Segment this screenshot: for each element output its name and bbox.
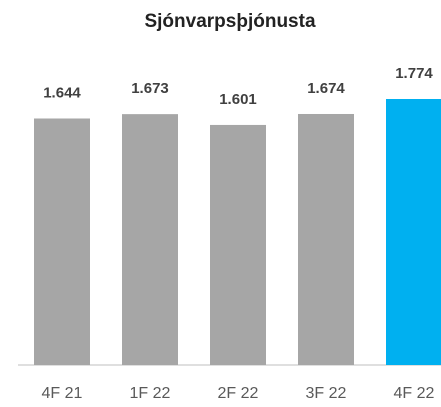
bar xyxy=(210,124,266,365)
bar xyxy=(34,118,90,365)
x-tick-label: 2F 22 xyxy=(218,385,259,402)
bar xyxy=(298,113,354,366)
chart-title: Sjónvarpsþjónusta xyxy=(144,11,315,32)
x-tick-label: 3F 22 xyxy=(306,385,347,402)
value-label: 1.644 xyxy=(43,84,81,101)
value-label: 1.673 xyxy=(131,80,169,97)
x-tick-label: 4F 22 xyxy=(394,385,435,402)
value-label: 1.774 xyxy=(395,65,433,82)
x-tick-label: 1F 22 xyxy=(130,385,171,402)
value-label: 1.674 xyxy=(307,80,345,97)
x-tick-label: 4F 21 xyxy=(42,385,83,402)
bar xyxy=(122,114,178,365)
bar xyxy=(386,99,441,365)
value-label: 1.601 xyxy=(219,91,257,108)
